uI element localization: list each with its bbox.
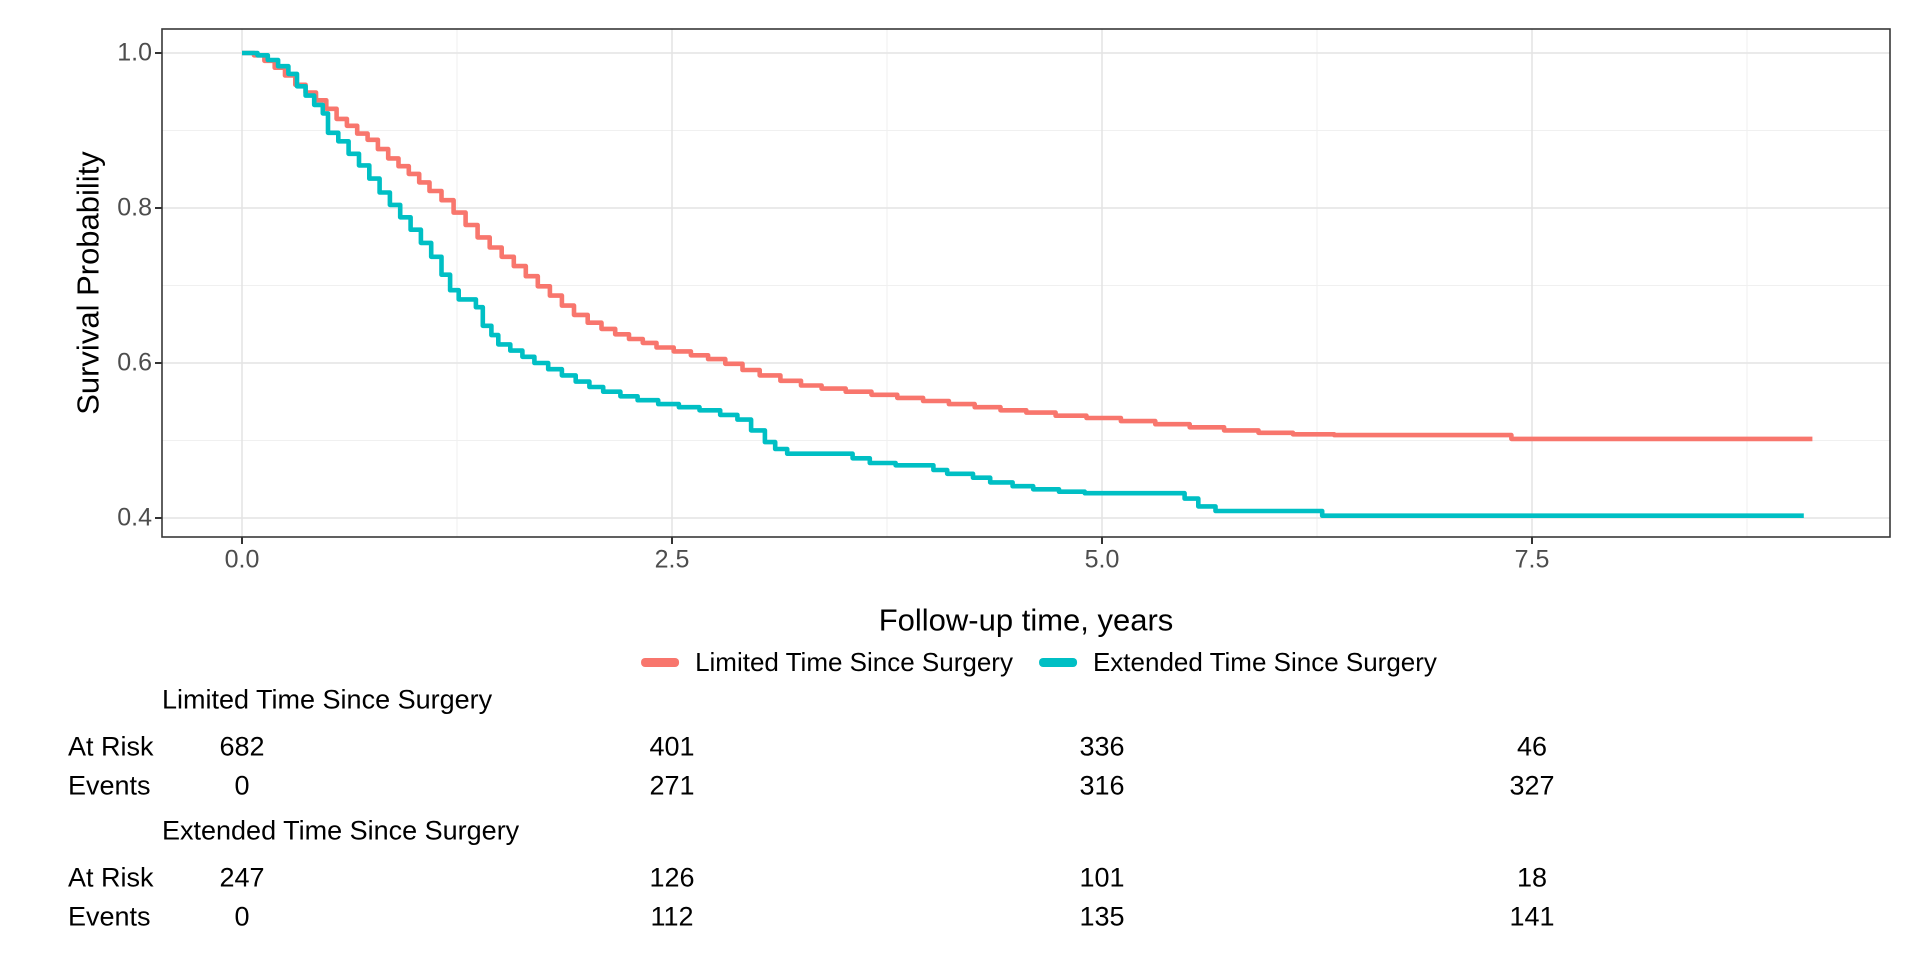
x-tick-label-5.0: 5.0 — [1084, 545, 1120, 574]
risk-table-cell: 112 — [650, 901, 694, 932]
legend-item-limited: Limited Time Since Surgery — [641, 649, 1013, 675]
risk-table-cell: 0 — [234, 901, 250, 932]
x-tick-label-2.5: 2.5 — [654, 545, 690, 574]
risk-table-cell: 0 — [234, 770, 250, 801]
legend-swatch-extended-icon — [1038, 657, 1077, 667]
risk-table-cell: 126 — [649, 862, 695, 893]
risk-table-cell: 101 — [1079, 862, 1125, 893]
x-tick-label-7.5: 7.5 — [1514, 545, 1550, 574]
risk-table-row-label-at-risk-1: At Risk — [68, 731, 154, 762]
y-tick-label-0.6: 0.6 — [117, 348, 152, 377]
risk-table-cell: 336 — [1079, 731, 1125, 762]
risk-table-cell: 247 — [219, 862, 265, 893]
legend-label-limited: Limited Time Since Surgery — [695, 647, 1013, 677]
risk-table-cell: 141 — [1509, 901, 1555, 932]
x-axis-title: Follow-up time, years — [878, 602, 1174, 638]
legend-item-extended: Extended Time Since Surgery — [1038, 647, 1437, 677]
risk-table-cell: 135 — [1079, 901, 1125, 932]
legend: Limited Time Since Surgery Extended Time… — [641, 649, 1437, 675]
risk-table-cell: 18 — [1516, 862, 1548, 893]
risk-table-row-label-at-risk-2: At Risk — [68, 862, 154, 893]
x-tick-label-0.0: 0.0 — [224, 545, 260, 574]
risk-table-row-label-events-2: Events — [68, 901, 151, 932]
risk-table-cell: 316 — [1079, 770, 1125, 801]
risk-table-group2-header: Extended Time Since Surgery — [162, 815, 520, 846]
risk-table-cell: 271 — [649, 770, 695, 801]
y-tick-label-1.0: 1.0 — [117, 38, 152, 67]
risk-table-cell: 46 — [1516, 731, 1548, 762]
risk-table-cell: 401 — [649, 731, 695, 762]
risk-table-cell: 682 — [219, 731, 265, 762]
risk-table-group1-header: Limited Time Since Surgery — [162, 684, 493, 715]
legend-swatch-limited-icon — [641, 657, 680, 667]
risk-table-cell: 327 — [1509, 770, 1555, 801]
y-tick-label-0.4: 0.4 — [117, 503, 152, 532]
y-tick-label-0.8: 0.8 — [117, 193, 152, 222]
legend-label-extended: Extended Time Since Surgery — [1092, 647, 1437, 677]
risk-table-row-label-events-1: Events — [68, 770, 151, 801]
